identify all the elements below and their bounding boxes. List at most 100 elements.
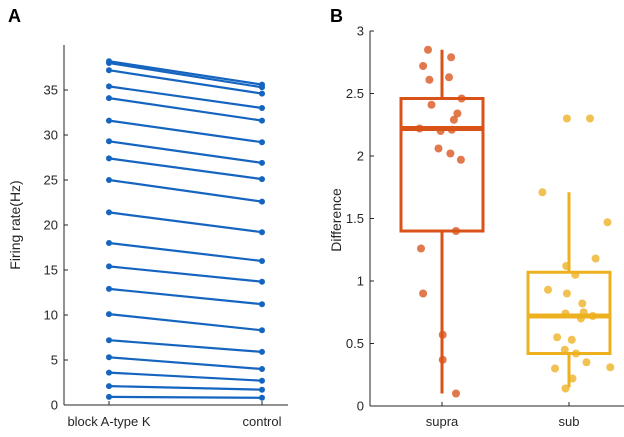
box-supra-data-point [424, 45, 432, 54]
panel-a-series-line [108, 265, 263, 283]
box-sub-data-point [562, 289, 571, 298]
box-supra-iqr [399, 97, 485, 233]
box-sub-data-point [551, 364, 559, 373]
box-sub-data-point [567, 335, 576, 344]
panel-a-series-line [108, 287, 263, 306]
panel-b-y-tick-label: 1 [357, 274, 364, 289]
panel-a-series-line [108, 61, 263, 89]
panel-a-series-line [108, 211, 263, 234]
panel-a-line-chart: 0 5 10 15 20 25 30 35 block A-type K control Fir… [7, 45, 288, 429]
panel-a-series-line [108, 371, 263, 382]
box-supra-data-point [438, 355, 447, 364]
panel-a-point-control [259, 258, 265, 264]
panel-a-x-tick-label: block A-type K [67, 414, 150, 429]
box-sub-data-point [578, 299, 587, 308]
panel-a-point-block [106, 60, 112, 66]
panel-a-y-tick-label: 30 [44, 128, 58, 143]
box-supra-data-point [452, 389, 460, 398]
panel-a-point-control [259, 105, 265, 111]
box-supra-data-point [434, 144, 443, 153]
box-supra-data-point [417, 244, 425, 253]
panel-a-point-block [106, 95, 112, 102]
panel-b-box-plot: 0 0.5 1 1.5 2 2.5 3 supra sub Difference [328, 24, 624, 429]
panel-a-point-control [259, 229, 265, 236]
panel-a-point-control [259, 327, 265, 334]
panel-a-point-block [106, 354, 112, 361]
box-sub-data-point [591, 254, 600, 263]
box-supra-data-point [445, 73, 453, 82]
panel-a-point-control [259, 386, 265, 393]
box-sub-data-point [562, 262, 571, 270]
panel-a-y-tick-label: 10 [44, 308, 58, 323]
panel-b-x-tick-label: supra [426, 414, 459, 429]
box-sub-data-point [560, 345, 569, 354]
panel-a-letter: A [8, 6, 21, 26]
panel-a-point-control [259, 159, 265, 166]
panel-a-series-line [108, 385, 263, 391]
box-supra-data-point [447, 53, 456, 62]
panel-a-point-control [259, 139, 265, 146]
panel-a-point-block [106, 155, 112, 162]
panel-a-point-block [106, 177, 112, 183]
box-supra-data-point [427, 100, 436, 109]
box-sub-data-point [571, 270, 580, 279]
panel-a-y-tick-label: 5 [51, 353, 58, 368]
panel-a-point-block [106, 393, 112, 400]
box-sub-data-point [582, 358, 591, 367]
panel-a-series-line [108, 395, 263, 399]
box-supra-data-point [456, 155, 465, 164]
panel-a-series-line [108, 241, 263, 263]
panel-a-series-line [108, 69, 263, 95]
panel-a-point-block [106, 240, 112, 246]
box-sub-data-point [561, 384, 570, 393]
box-sub-data-point [606, 363, 615, 372]
panel-a-point-block [106, 83, 112, 90]
panel-a-series-line [108, 339, 263, 353]
panel-a-point-control [259, 348, 265, 355]
panel-a-series-line [108, 140, 263, 164]
panel-a-point-control [259, 278, 265, 285]
panel-a-y-tick-label: 0 [51, 398, 58, 413]
box-sub-data-point [553, 333, 562, 342]
panel-a-series-line [108, 85, 263, 110]
panel-a-series-line [108, 178, 263, 203]
panel-a-point-block [106, 209, 112, 216]
panel-b-x-tick-label: sub [559, 414, 580, 429]
panel-b-y-tick-label: 0 [357, 399, 364, 414]
box-sub-data-point [586, 114, 594, 123]
panel-b-y-tick-label: 2.5 [346, 86, 364, 101]
panel-a-point-block [106, 311, 112, 318]
panel-a-series-line [108, 157, 263, 181]
box-supra-data-point [453, 109, 462, 118]
box-sub-data-point [538, 188, 547, 197]
panel-a-point-block [106, 138, 112, 145]
panel-a-point-control [259, 198, 265, 205]
box-sub-data-point [603, 218, 612, 227]
panel-a-point-block [106, 285, 112, 292]
box-sub-data-point [561, 309, 570, 318]
panel-a-point-block [106, 369, 112, 376]
box-sub-data-point [568, 374, 577, 383]
panel-a-x-tick-label: control [242, 414, 281, 429]
box-sub-data-point [588, 312, 597, 320]
box-supra-data-point [438, 330, 447, 339]
box-supra-data-point [436, 127, 445, 135]
panel-b-y-label: Difference [328, 188, 344, 252]
box-sub-data-point [576, 314, 585, 323]
box-supra-data-point [447, 125, 456, 134]
box-supra-data-point [457, 94, 466, 103]
panel-b-y-tick-label: 1.5 [346, 211, 364, 226]
panel-a-point-control [259, 301, 265, 308]
panel-a-point-control [259, 176, 265, 183]
panel-a-series-line [108, 356, 263, 371]
panel-a-y-tick-label: 25 [44, 173, 58, 188]
panel-a-y-tick-label: 15 [44, 263, 58, 278]
panel-b-y-tick-label: 3 [357, 24, 364, 39]
panel-a-point-control [259, 394, 265, 401]
panel-a-series-line [108, 97, 263, 122]
box-supra-data-point [449, 115, 458, 124]
panel-a-point-control [259, 377, 265, 384]
panel-a-series-line [108, 119, 263, 144]
panel-b-letter: B [330, 6, 343, 26]
